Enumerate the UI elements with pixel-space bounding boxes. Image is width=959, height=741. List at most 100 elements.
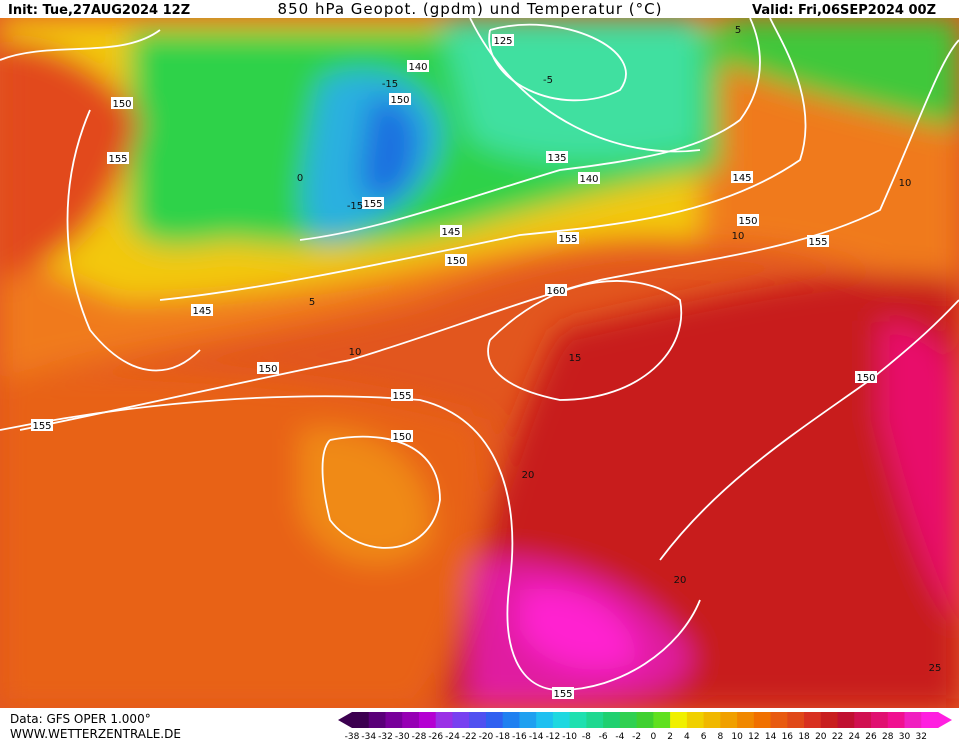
geopotential-label: 155 [392, 391, 411, 402]
geopotential-label-box [31, 419, 53, 431]
colorbar: -38 -34 -32 -30 -28 -26 -24 -22 -20 -18 -16 -14 -12-… [338, 712, 952, 741]
valid-time: Valid: Fri,06SEP2024 00Z [752, 3, 936, 18]
colorbar-swatch [787, 712, 805, 728]
colorbar-label: -10 [562, 732, 577, 741]
colorbar-swatch [586, 712, 604, 728]
colorbar-swatch [352, 712, 370, 728]
geopotential-label-box [578, 172, 600, 184]
colorbar-label: -16 [512, 732, 527, 741]
colorbar-label: 8 [717, 732, 723, 741]
colorbar-swatch [536, 712, 554, 728]
temperature-label: 20 [674, 575, 687, 586]
colorbar-label: -26 [428, 732, 443, 741]
colorbar-swatch [569, 712, 587, 728]
colorbar-label: -14 [529, 732, 544, 741]
colorbar-swatch [871, 712, 889, 728]
geopotential-label: 155 [808, 237, 827, 248]
geopotential-label-box [107, 152, 129, 164]
colorbar-label: 14 [765, 732, 777, 741]
colorbar-label: -22 [462, 732, 477, 741]
colorbar-swatch [402, 712, 420, 728]
geopotential-label: 145 [192, 306, 211, 317]
geopotential-label: 155 [558, 234, 577, 245]
colorbar-label: 4 [684, 732, 690, 741]
data-source: Data: GFS OPER 1.000° [10, 712, 151, 726]
geopotential-label: 140 [579, 174, 598, 185]
colorbar-swatch [368, 712, 386, 728]
colorbar-label: -2 [632, 732, 641, 741]
geopotential-label: 145 [732, 173, 751, 184]
temperature-label: 0 [297, 173, 303, 184]
colorbar-swatch [720, 712, 738, 728]
geopotential-label: 145 [441, 227, 460, 238]
header-bar [0, 0, 959, 18]
website: WWW.WETTERZENTRALE.DE [10, 727, 181, 741]
temperature-label: -15 [382, 79, 398, 90]
colorbar-left-arrow [338, 712, 352, 728]
temperature-label: 25 [929, 663, 942, 674]
colorbar-label: 28 [882, 732, 894, 741]
temperature-label: 20 [522, 470, 535, 481]
geopotential-label-box [391, 389, 413, 401]
colorbar-swatch [519, 712, 537, 728]
geopotential-label: 150 [258, 364, 277, 375]
colorbar-label: -20 [479, 732, 494, 741]
colorbar-label: -4 [615, 732, 624, 741]
geopotential-label-box [731, 171, 753, 183]
colorbar-swatch [753, 712, 772, 728]
colorbar-label: 6 [701, 732, 707, 741]
colorbar-swatch [502, 712, 520, 728]
geopotential-label: 150 [392, 432, 411, 443]
temperature-label: -5 [543, 75, 553, 86]
colorbar-label: 2 [667, 732, 673, 741]
temperature-label: 10 [899, 178, 912, 189]
geopotential-label: 150 [856, 373, 875, 384]
geopotential-label-box [445, 254, 467, 266]
colorbar-label: 22 [832, 732, 843, 741]
colorbar-right-arrow [938, 712, 952, 728]
colorbar-swatch [653, 712, 671, 728]
geopotential-label: 160 [546, 286, 565, 297]
colorbar-swatch [820, 712, 839, 728]
colorbar-label: 16 [782, 732, 794, 741]
colorbar-swatch [619, 712, 638, 728]
colorbar-swatch [418, 712, 437, 728]
geopotential-label: 150 [738, 216, 757, 227]
geopotential-label-box [389, 93, 411, 105]
colorbar-label: 12 [748, 732, 759, 741]
geopotential-label-box [111, 97, 133, 109]
temperature-label: 15 [569, 353, 582, 364]
geopotential-label-box [807, 235, 829, 247]
colorbar-label: 0 [651, 732, 657, 741]
colorbar-label: 30 [899, 732, 911, 741]
map [0, 18, 959, 708]
colorbar-swatch [737, 712, 755, 728]
geopotential-label: 135 [547, 153, 566, 164]
colorbar-label: 20 [815, 732, 827, 741]
colorbar-label: 32 [916, 732, 927, 741]
geopotential-label: 150 [112, 99, 131, 110]
colorbar-label: 10 [731, 732, 743, 741]
colorbar-label: 26 [865, 732, 877, 741]
colorbar-label: -30 [395, 732, 410, 741]
geopotential-label: 150 [446, 256, 465, 267]
geopotential-label-box [362, 197, 384, 209]
geopotential-label: 140 [408, 62, 427, 73]
geopotential-label-box [407, 60, 429, 72]
geopotential-label-box [492, 34, 514, 46]
colorbar-swatch [469, 712, 487, 728]
colorbar-swatch [485, 712, 504, 728]
colorbar-label: -34 [361, 732, 376, 741]
colorbar-swatch [804, 712, 822, 728]
map-title: 850 hPa Geopot. (gpdm) und Temperatur (°… [278, 0, 663, 18]
temperature-label: 5 [309, 297, 315, 308]
colorbar-swatch [837, 712, 855, 728]
colorbar-label: -38 [345, 732, 360, 741]
colorbar-label: -24 [445, 732, 460, 741]
init-time: Init: Tue,27AUG2024 12Z [8, 3, 190, 18]
geopotential-label-box [855, 371, 877, 383]
geopotential-label: 125 [493, 36, 512, 47]
geopotential-label-box [440, 225, 462, 237]
